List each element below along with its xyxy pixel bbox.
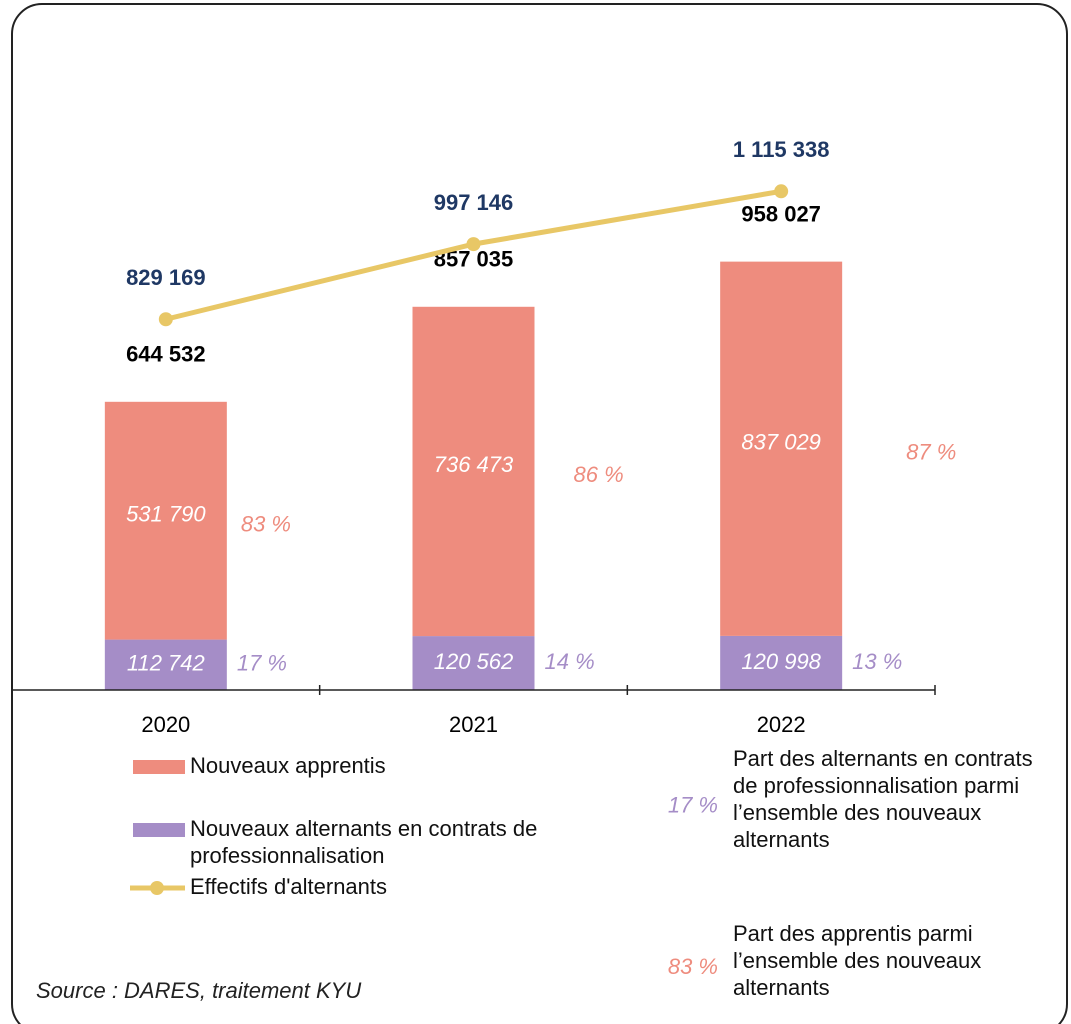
share-legend-sample: 83 % xyxy=(668,954,718,979)
x-tick-label: 2022 xyxy=(757,712,806,737)
total-label: 644 532 xyxy=(126,342,206,367)
share-legend-text: l’ensemble des nouveaux xyxy=(733,800,981,825)
legend-label: Nouveaux alternants en contrats de profes… xyxy=(190,816,537,868)
x-tick-label: 2020 xyxy=(141,712,190,737)
line-label: 829 169 xyxy=(126,265,206,290)
legend-swatch xyxy=(133,823,185,837)
segment-label: 736 473 xyxy=(434,452,514,477)
legend-label: Effectifs d'alternants xyxy=(190,874,387,899)
share-legend-text: alternants xyxy=(733,827,830,852)
legend-line: professionnalisation xyxy=(190,843,384,868)
x-tick-label: 2021 xyxy=(449,712,498,737)
bar-segment xyxy=(720,635,843,690)
share-label: 83 % xyxy=(241,512,291,537)
line-point xyxy=(774,184,789,199)
line-label: 997 146 xyxy=(434,190,514,215)
frame xyxy=(11,3,1068,1024)
legend-line-marker xyxy=(150,881,164,895)
legend-swatch xyxy=(133,760,185,774)
line-label: 1 115 338 xyxy=(733,137,830,162)
segment-label: 112 742 xyxy=(127,651,205,676)
source: Source : DARES, traitement KYU xyxy=(36,978,361,1003)
segment-label: 120 998 xyxy=(741,649,821,674)
bar-segment xyxy=(412,636,535,690)
share-label: 87 % xyxy=(906,440,956,465)
share-legend-text: de professionnalisation parmi xyxy=(733,773,1019,798)
share-legend-text: Part des alternants en contrats xyxy=(733,746,1033,771)
share-legend-sample: 17 % xyxy=(668,792,718,817)
bar-segment xyxy=(104,401,227,640)
share-legend-text: Part des apprentis parmi xyxy=(733,921,973,946)
bar-segment xyxy=(720,261,843,636)
share-label: 13 % xyxy=(852,649,902,674)
legend-label: Nouveaux apprentis xyxy=(190,753,386,778)
total-label: 958 027 xyxy=(741,201,821,226)
share-legend-text: alternants xyxy=(733,975,830,1000)
line-point xyxy=(158,312,173,327)
segment-label: 837 029 xyxy=(741,430,821,455)
segment-label: 120 562 xyxy=(434,649,514,674)
legend-line: Nouveaux alternants en contrats de xyxy=(190,816,537,841)
share-label: 17 % xyxy=(237,651,287,676)
segment-label: 531 790 xyxy=(126,502,206,527)
bar-segment xyxy=(412,306,535,637)
bar-segment xyxy=(104,639,227,690)
share-label: 86 % xyxy=(574,462,624,487)
share-label: 14 % xyxy=(545,649,595,674)
line-point xyxy=(466,237,481,252)
share-legend-text: l’ensemble des nouveaux xyxy=(733,948,981,973)
